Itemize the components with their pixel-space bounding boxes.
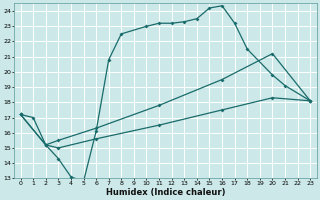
X-axis label: Humidex (Indice chaleur): Humidex (Indice chaleur) <box>106 188 225 197</box>
